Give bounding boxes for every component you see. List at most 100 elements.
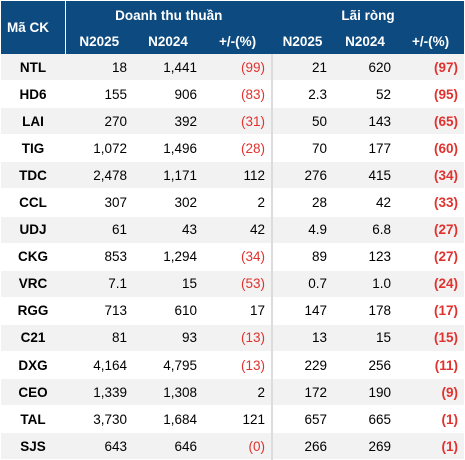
profit-n2024-cell: 177 bbox=[333, 134, 398, 163]
revenue-change-header: +/-(%) bbox=[203, 29, 273, 54]
revenue-change-cell: (13) bbox=[203, 324, 273, 353]
table-row: LAI 270 392 (31) 50 143 (65) bbox=[1, 107, 465, 136]
profit-n2025-cell: 147 bbox=[271, 297, 334, 325]
profit-n2024-cell: 178 bbox=[333, 297, 398, 325]
revenue-n2024-cell: 1,684 bbox=[133, 405, 203, 434]
revenue-n2025-cell: 155 bbox=[65, 80, 133, 109]
revenue-change-cell: (83) bbox=[203, 80, 273, 109]
profit-change-cell: (11) bbox=[397, 351, 465, 380]
profit-n2024-cell: 42 bbox=[333, 188, 398, 217]
profit-n2025-cell: 28 bbox=[271, 188, 334, 217]
revenue-n2025-cell: 853 bbox=[65, 243, 133, 271]
stock-code-cell: C21 bbox=[1, 324, 65, 353]
profit-n2025-cell: 4.9 bbox=[271, 216, 334, 244]
table-row: DXG 4,164 4,795 (13) 229 256 (11) bbox=[1, 351, 465, 380]
profit-change-cell: (1) bbox=[397, 405, 465, 434]
profit-change-cell: (17) bbox=[397, 297, 465, 325]
stock-code-cell: TAL bbox=[1, 405, 65, 434]
table-row: CCL 307 302 2 28 42 (33) bbox=[1, 188, 465, 217]
table-row: UDJ 61 43 42 4.9 6.8 (27) bbox=[1, 216, 465, 244]
stock-code-cell: DXG bbox=[1, 351, 65, 380]
stock-code-cell: CEO bbox=[1, 378, 65, 407]
table-row: CKG 853 1,294 (34) 89 123 (27) bbox=[1, 243, 465, 271]
revenue-n2024-cell: 646 bbox=[133, 432, 203, 460]
profit-n2025-cell: 276 bbox=[271, 161, 334, 190]
revenue-change-cell: 2 bbox=[203, 188, 273, 217]
table-row: NTL 18 1,441 (99) 21 620 (97) bbox=[1, 54, 465, 82]
stock-code-cell: RGG bbox=[1, 297, 65, 325]
profit-change-cell: (24) bbox=[397, 270, 465, 298]
revenue-n2025-cell: 713 bbox=[65, 297, 133, 325]
revenue-change-cell: (53) bbox=[203, 270, 273, 298]
profit-n2024-cell: 52 bbox=[333, 80, 398, 109]
profit-n2024-cell: 123 bbox=[333, 243, 398, 271]
revenue-change-cell: (99) bbox=[203, 54, 273, 82]
stock-code-cell: CCL bbox=[1, 188, 65, 217]
profit-n2025-cell: 13 bbox=[271, 324, 334, 353]
table-row: RGG 713 610 17 147 178 (17) bbox=[1, 297, 465, 325]
profit-n2024-cell: 665 bbox=[333, 405, 398, 434]
revenue-n2025-cell: 3,730 bbox=[65, 405, 133, 434]
revenue-n2024-header: N2024 bbox=[133, 29, 203, 54]
revenue-change-cell: 121 bbox=[203, 405, 273, 434]
revenue-n2025-cell: 270 bbox=[65, 107, 133, 136]
profit-n2024-cell: 190 bbox=[333, 378, 398, 407]
revenue-change-cell: 2 bbox=[203, 378, 273, 407]
table-row: TAL 3,730 1,684 121 657 665 (1) bbox=[1, 405, 465, 434]
profit-change-cell: (27) bbox=[397, 243, 465, 271]
revenue-change-cell: 42 bbox=[203, 216, 273, 244]
profit-n2024-cell: 143 bbox=[333, 107, 398, 136]
stock-code-cell: VRC bbox=[1, 270, 65, 298]
revenue-n2024-cell: 4,795 bbox=[133, 351, 203, 380]
profit-n2025-cell: 266 bbox=[271, 432, 334, 460]
revenue-change-cell: (0) bbox=[203, 432, 273, 460]
revenue-change-cell: (28) bbox=[203, 134, 273, 163]
profit-change-cell: (60) bbox=[397, 134, 465, 163]
revenue-change-cell: (34) bbox=[203, 243, 273, 271]
revenue-n2025-header: N2025 bbox=[65, 29, 133, 54]
revenue-n2025-cell: 2,478 bbox=[65, 161, 133, 190]
stock-code-cell: CKG bbox=[1, 243, 65, 271]
revenue-n2025-cell: 4,164 bbox=[65, 351, 133, 380]
profit-n2024-cell: 620 bbox=[333, 54, 398, 82]
stock-code-cell: SJS bbox=[1, 432, 65, 460]
revenue-change-cell: 112 bbox=[203, 161, 273, 190]
profit-change-cell: (97) bbox=[397, 54, 465, 82]
profit-n2025-cell: 0.7 bbox=[271, 270, 334, 298]
revenue-n2025-cell: 643 bbox=[65, 432, 133, 460]
revenue-n2024-cell: 93 bbox=[133, 324, 203, 353]
profit-n2025-header: N2025 bbox=[272, 29, 334, 54]
profit-n2025-cell: 89 bbox=[271, 243, 334, 271]
table-row: C21 81 93 (13) 13 15 (15) bbox=[1, 324, 465, 353]
profit-change-cell: (65) bbox=[397, 107, 465, 136]
revenue-n2025-cell: 61 bbox=[65, 216, 133, 244]
revenue-n2024-cell: 302 bbox=[133, 188, 203, 217]
profit-change-cell: (15) bbox=[397, 324, 465, 353]
profit-change-cell: (1) bbox=[397, 432, 465, 460]
profit-n2025-cell: 21 bbox=[271, 54, 334, 82]
table-row: CEO 1,339 1,308 2 172 190 (9) bbox=[1, 378, 465, 407]
revenue-change-cell: (13) bbox=[203, 351, 273, 380]
table-row: TDC 2,478 1,171 112 276 415 (34) bbox=[1, 161, 465, 190]
revenue-n2025-cell: 1,072 bbox=[65, 134, 133, 163]
profit-n2024-cell: 256 bbox=[333, 351, 398, 380]
stock-code-cell: NTL bbox=[1, 54, 65, 82]
code-column-header: Mã CK bbox=[1, 1, 66, 54]
profit-n2025-cell: 2.3 bbox=[271, 80, 334, 109]
revenue-n2025-cell: 307 bbox=[65, 188, 133, 217]
profit-n2025-cell: 172 bbox=[271, 378, 334, 407]
profit-change-cell: (33) bbox=[397, 188, 465, 217]
profit-n2024-cell: 415 bbox=[333, 161, 398, 190]
profit-n2025-cell: 657 bbox=[271, 405, 334, 434]
table-header: Mã CK Doanh thu thuần Lãi ròng N2025 N20… bbox=[1, 1, 465, 54]
profit-change-cell: (27) bbox=[397, 216, 465, 244]
profit-n2025-cell: 70 bbox=[271, 134, 334, 163]
revenue-change-cell: (31) bbox=[203, 107, 273, 136]
revenue-n2025-cell: 7.1 bbox=[65, 270, 133, 298]
profit-n2024-cell: 15 bbox=[333, 324, 398, 353]
stock-code-cell: HD6 bbox=[1, 80, 65, 109]
stock-code-cell: TIG bbox=[1, 134, 65, 163]
table-body: NTL 18 1,441 (99) 21 620 (97) HD6 155 906 (83) 2.3 5… bbox=[1, 54, 465, 460]
profit-n2024-cell: 1.0 bbox=[333, 270, 398, 298]
